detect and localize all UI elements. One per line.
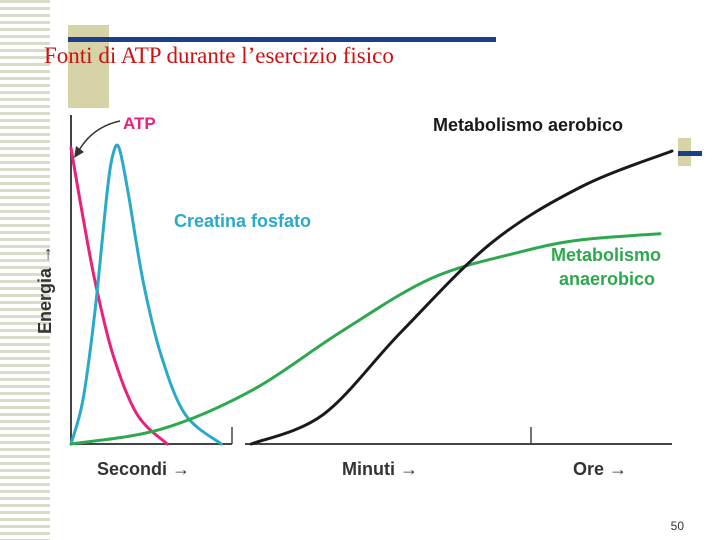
atp-pointer-arrowhead — [74, 146, 84, 158]
series-line-creatina-fosfato — [69, 143, 223, 446]
label-metabolismo-aerobico: Metabolismo aerobico — [433, 115, 623, 135]
page-number: 50 — [670, 519, 684, 533]
label-atp: ATP — [123, 114, 156, 133]
atp-pointer-arrow — [77, 120, 121, 153]
slide-title: Fonti di ATP durante l’esercizio fisico — [44, 43, 394, 68]
right-accent-bar — [678, 151, 702, 156]
title-accent-bar — [68, 37, 496, 42]
label-creatina-fosfato: Creatina fosfato — [174, 211, 311, 231]
x-label-secondi: Secondi → — [97, 459, 190, 479]
x-label-ore: Ore → — [573, 459, 627, 479]
x-label-minuti: Minuti → — [342, 459, 418, 479]
series-line-metabolismo-aerobico — [249, 149, 674, 446]
label-metabolismo-anaerobico-line1: Metabolismo — [551, 245, 661, 265]
label-metabolismo-anaerobico-line2: anaerobico — [559, 269, 655, 289]
series-line-atp — [69, 146, 169, 446]
series-line-metabolismo-anaerobico — [69, 232, 662, 446]
y-axis-label: Energia → — [35, 245, 55, 334]
left-stripe-decoration — [0, 0, 50, 540]
